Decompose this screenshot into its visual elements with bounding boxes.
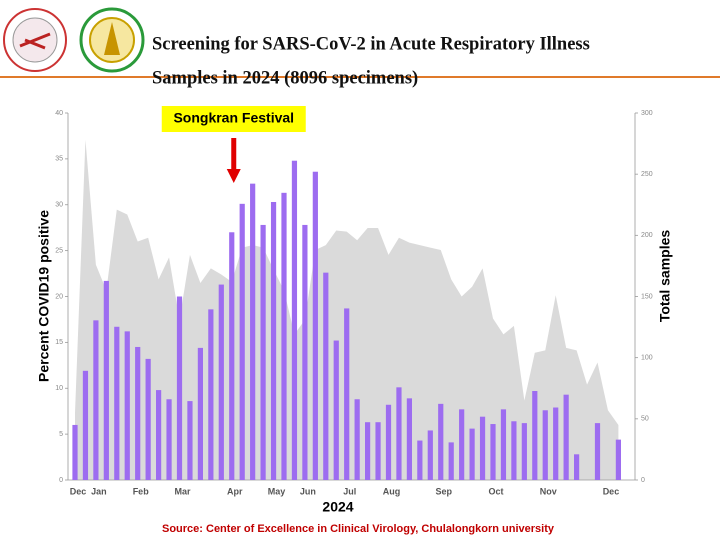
bar [532,391,538,480]
bar [385,404,392,480]
bar [312,171,318,480]
x-tick-label: Jan [91,486,107,496]
bar [406,398,412,480]
y-tick-label: 0 [59,477,63,484]
x-tick-label: Dec [70,486,87,496]
x-tick-label: Jun [300,486,316,496]
bar [229,232,235,480]
x-tick-label: Sep [435,486,452,496]
y-tick-label: 5 [59,431,63,438]
bar [459,409,465,480]
bar [563,394,569,480]
x-tick-label: May [268,486,286,496]
x-tick-label: Oct [488,486,503,496]
bar [521,423,527,480]
bar [176,296,183,480]
bar [166,399,172,480]
bar [427,430,433,480]
bar [365,422,371,480]
bar [218,284,224,480]
x-tick-label: Dec [603,486,620,496]
x-tick-label: Apr [227,486,243,496]
y2-tick-label: 300 [641,110,653,117]
y-tick-label: 40 [55,110,63,117]
bar [333,340,339,480]
bar [156,390,162,480]
y-axis-label: Percent COVID19 positive [36,210,52,382]
bar [103,280,109,480]
annotation-box [161,106,306,132]
x-tick-label: Feb [133,486,150,496]
y-tick-label: 35 [55,156,63,163]
bar [260,224,266,480]
y2-tick-label: 150 [641,293,653,300]
x-tick-label: Aug [383,486,401,496]
bar [574,454,580,480]
bar [270,201,277,480]
bar [448,442,454,480]
y2-tick-label: 100 [641,355,653,362]
y-tick-label: 20 [55,293,63,300]
bar [375,422,381,480]
bar [594,423,601,480]
bar [490,424,496,480]
bar [500,409,507,480]
bar [396,387,402,480]
y2-axis-label: Total samples [657,230,673,323]
bar [417,440,423,480]
bar [281,192,287,480]
y-tick-label: 15 [55,339,63,346]
y2-tick-label: 0 [641,477,645,484]
x-axis-label: 2024 [322,499,353,515]
y2-tick-label: 50 [641,416,649,423]
x-tick-label: Nov [540,486,557,496]
bar [511,421,517,480]
logo-left [3,8,67,72]
bar [479,416,486,480]
source: Source: Center of Excellence in Clinical… [162,523,555,535]
annotation-arrow-shaft [231,138,237,170]
title-line: Samples in 2024 (8096 specimens) [152,68,418,88]
bar [208,309,214,480]
y-tick-label: 25 [55,247,63,254]
bar [197,347,203,480]
bar [354,399,360,480]
bar [135,346,141,480]
logo-right [79,7,145,73]
title-line: Screening for SARS-CoV-2 in Acute Respir… [152,34,590,54]
x-tick-label: Mar [174,486,191,496]
annotation: Songkran Festival [173,110,294,126]
bar [323,272,329,480]
bar [542,410,548,480]
y-tick-label: 10 [55,385,63,392]
y-tick-label: 30 [55,202,63,209]
bar [145,358,151,480]
y2-tick-label: 200 [641,232,653,239]
bar [239,203,245,480]
bar [72,424,78,480]
annotation-arrow-head [226,169,241,183]
bar [469,428,475,480]
bar [82,370,89,480]
bar [187,401,193,480]
bar [615,439,621,480]
bar [250,183,256,480]
y2-tick-label: 250 [641,171,653,178]
bar [438,403,444,480]
bar [124,331,130,480]
bar [114,326,120,480]
bar [302,224,308,480]
bar [93,320,99,480]
bar [553,407,559,480]
x-tick-label: Jul [343,486,356,496]
bar [344,308,350,480]
bar [291,160,298,480]
